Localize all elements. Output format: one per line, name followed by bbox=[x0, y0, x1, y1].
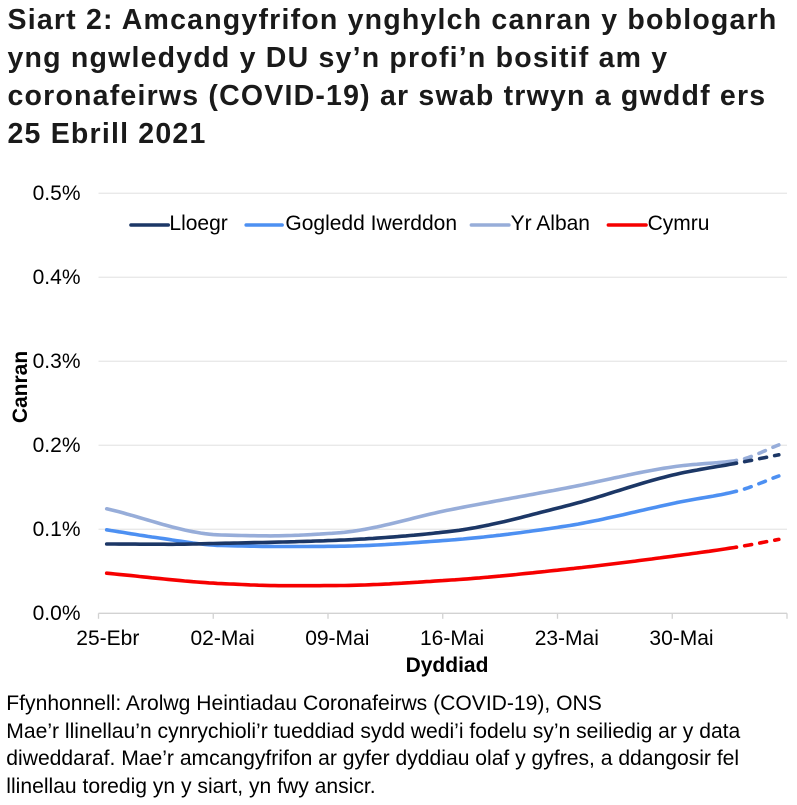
svg-text:0.1%: 0.1% bbox=[33, 518, 81, 541]
svg-text:Cymru: Cymru bbox=[648, 212, 710, 235]
svg-text:0.4%: 0.4% bbox=[33, 266, 81, 289]
svg-text:16-Mai: 16-Mai bbox=[420, 627, 484, 650]
svg-text:Canran: Canran bbox=[9, 351, 32, 423]
svg-text:23-Mai: 23-Mai bbox=[535, 627, 599, 650]
svg-text:0.0%: 0.0% bbox=[33, 602, 81, 625]
svg-text:Yr Alban: Yr Alban bbox=[511, 212, 590, 235]
svg-text:Gogledd Iwerddon: Gogledd Iwerddon bbox=[285, 212, 457, 235]
svg-text:30-Mai: 30-Mai bbox=[649, 627, 713, 650]
svg-text:0.3%: 0.3% bbox=[33, 350, 81, 373]
svg-text:Dyddiad: Dyddiad bbox=[406, 654, 489, 677]
svg-text:25-Ebr: 25-Ebr bbox=[76, 627, 139, 650]
svg-text:Lloegr: Lloegr bbox=[169, 212, 227, 235]
svg-text:0.5%: 0.5% bbox=[33, 182, 81, 205]
svg-text:09-Mai: 09-Mai bbox=[305, 627, 369, 650]
svg-text:0.2%: 0.2% bbox=[33, 434, 81, 457]
svg-text:02-Mai: 02-Mai bbox=[190, 627, 254, 650]
